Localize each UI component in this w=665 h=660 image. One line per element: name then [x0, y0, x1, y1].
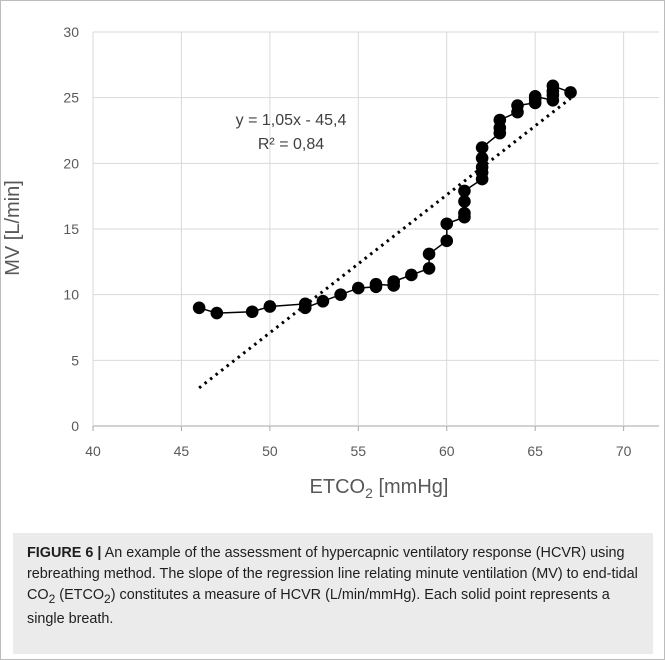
data-point-38: [546, 79, 560, 93]
data-point-16: [440, 234, 454, 248]
regression-line: [198, 97, 572, 390]
x-tick-label-45: 45: [174, 443, 190, 459]
data-point-7: [334, 288, 347, 301]
x-axis-title-main: ETCO: [310, 476, 366, 498]
caption-subscript-2: 2: [104, 591, 111, 606]
data-point-15: [422, 247, 436, 261]
data-point-21: [458, 184, 471, 198]
regression-equation: y = 1,05x - 45,4: [236, 112, 347, 129]
x-tick-label-70: 70: [616, 443, 632, 459]
data-point-31: [511, 99, 524, 112]
y-tick-label-25: 25: [63, 90, 79, 106]
x-tick-label-65: 65: [527, 443, 543, 459]
x-tick-label-40: 40: [85, 443, 101, 459]
data-point-5: [298, 301, 312, 315]
data-point-17: [440, 217, 454, 231]
caption-label: FIGURE 6 |: [27, 545, 102, 561]
y-tick-labels: 0 5 10 15 20 25 30: [63, 24, 79, 434]
x-axis-title-unit: [mmHg]: [373, 476, 449, 498]
x-tick-label-50: 50: [262, 443, 278, 459]
chart: 0 5 10 15 20 25 30 40 45 50 55 60 65 70 y = 1,05x - …: [2, 24, 659, 501]
gridlines: [92, 31, 659, 431]
data-point-13: [405, 268, 418, 282]
data-point-6: [316, 294, 330, 308]
data-series: [192, 79, 577, 320]
data-point-24: [475, 160, 489, 174]
data-point-39: [564, 86, 577, 99]
data-point-10: [369, 277, 383, 291]
caption-text-3: ) constitutes a measure of HCVR (L/min/m…: [27, 586, 610, 628]
data-point-1: [210, 306, 224, 320]
caption-text-1: An example of the assessment of hypercap…: [27, 545, 638, 603]
y-tick-label-20: 20: [63, 155, 79, 171]
x-tick-label-60: 60: [439, 443, 455, 459]
data-point-25: [475, 151, 489, 165]
data-point-0: [192, 301, 206, 315]
x-axis-title: ETCO2 [mmHg]: [310, 476, 449, 501]
y-axis-title: MV [L/min]: [2, 180, 24, 276]
caption-text-2: (ETCO: [55, 586, 105, 603]
data-point-34: [528, 90, 542, 103]
data-point-19: [458, 206, 471, 220]
x-axis-title-subscript: 2: [365, 485, 373, 501]
figure-caption: FIGURE 6 | An example of the assessment …: [27, 543, 639, 630]
figure-caption-box: FIGURE 6 | An example of the assessment …: [13, 533, 653, 654]
caption-subscript-1: 2: [48, 591, 56, 606]
y-tick-label-0: 0: [71, 418, 79, 434]
data-point-14: [422, 262, 436, 275]
r-squared-label: R² = 0,84: [258, 136, 324, 153]
x-tick-labels: 40 45 50 55 60 65 70: [85, 443, 631, 459]
x-tick-label-55: 55: [351, 443, 367, 459]
y-tick-label-10: 10: [63, 287, 79, 303]
data-point-29: [493, 113, 507, 127]
data-point-20: [458, 195, 471, 208]
y-tick-label-15: 15: [63, 221, 79, 237]
data-point-12: [387, 275, 400, 288]
y-tick-label-5: 5: [71, 352, 79, 368]
data-point-8: [352, 281, 365, 295]
data-point-2: [245, 305, 259, 319]
data-point-26: [475, 141, 489, 154]
y-tick-label-30: 30: [63, 24, 79, 40]
trendline: [198, 97, 572, 390]
data-point-3: [263, 300, 277, 313]
